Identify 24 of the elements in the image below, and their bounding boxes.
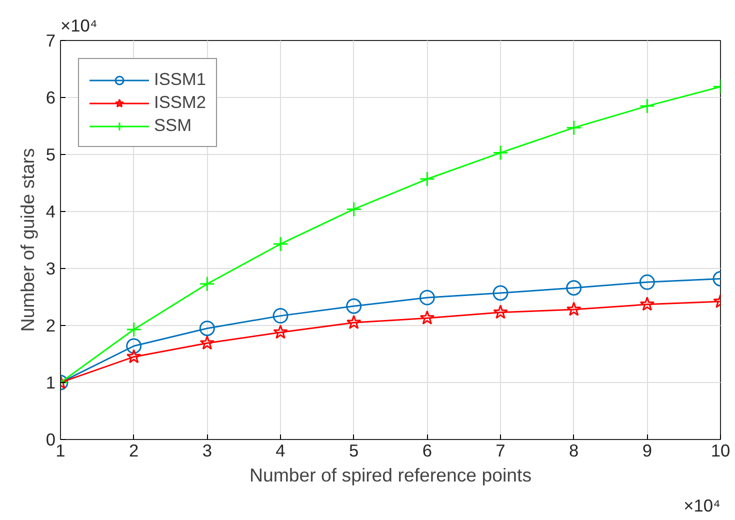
y-tick-label: 7 [46,30,56,50]
text: ×10⁴ [60,16,98,36]
y-tick-label: 4 [46,202,56,222]
y-tick-label: 1 [46,372,56,392]
legend-label: SSM [154,115,192,136]
x-tick-label: 8 [569,440,579,460]
y-axis-title: Number of guide stars [16,148,38,332]
x-tick-label: 3 [202,440,212,460]
y-tick-label: 6 [46,88,56,108]
y-tick-label: 0 [46,430,56,450]
x-tick-label: 9 [642,440,652,460]
x-tick-label: 4 [276,440,286,460]
text: ×10⁴ [684,496,721,516]
x-tick-label: 2 [129,440,139,460]
x-axis-title: Number of spired reference points [249,464,532,486]
y-tick-label: 2 [46,316,56,336]
x-tick-label: 5 [349,440,359,460]
x-tick-label: 6 [422,440,432,460]
legend-label: ISSM2 [154,92,206,113]
legend-label: ISSM1 [154,69,206,90]
x-tick-label: 7 [496,440,506,460]
y-tick-label: 3 [46,258,56,278]
y-tick-label: 5 [46,144,56,164]
x-tick-label: 10 [710,440,730,460]
